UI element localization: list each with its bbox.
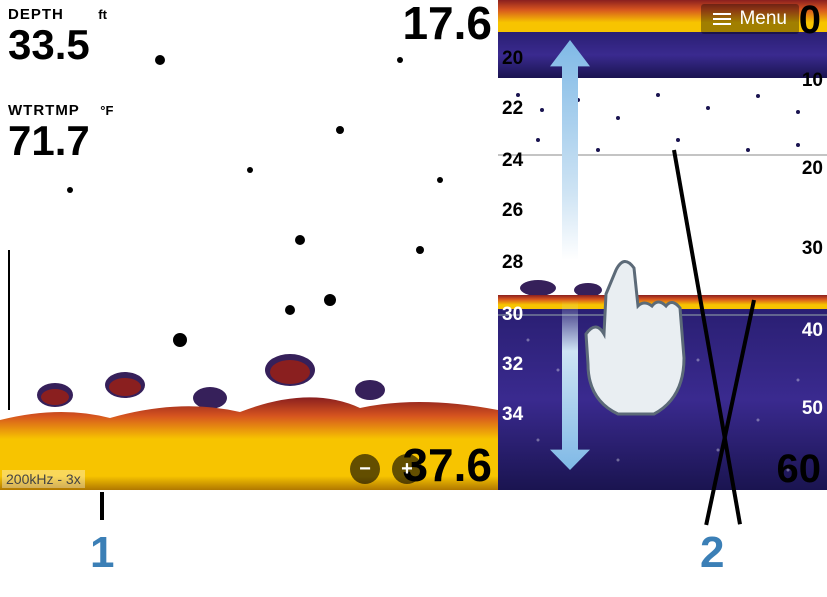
sonar-full-view[interactable]: DEPTH ft 33.5 WTRTMP °F 71.7 17.6 37.6 2…	[0, 0, 498, 490]
depth-value: 33.5	[8, 24, 107, 66]
depth-unit: ft	[98, 7, 107, 22]
depth-readout: DEPTH ft 33.5	[8, 6, 107, 66]
menu-icon	[713, 10, 731, 28]
full-scale-20: 20	[802, 158, 823, 180]
range-top-left: 17.6	[402, 0, 492, 50]
range-top-right: 0	[799, 0, 821, 43]
sonar-zoom-view[interactable]: Menu 0 60 20 22 24 26 28 30 32 34 10 20 …	[498, 0, 827, 490]
zoom-controls: − +	[350, 454, 422, 484]
callout-1-line	[100, 492, 104, 520]
frequency-info: 200kHz - 3x	[2, 470, 85, 488]
wtrtmp-unit: °F	[100, 103, 113, 118]
full-scale-30: 30	[802, 238, 823, 260]
range-bottom-right: 60	[777, 447, 822, 490]
callout-1: 1	[90, 528, 114, 578]
zoom-scale-20: 20	[502, 48, 523, 70]
zoom-scale-24: 24	[502, 150, 523, 172]
wtrtmp-value: 71.7	[8, 120, 113, 162]
zoom-out-button[interactable]: −	[350, 454, 380, 484]
watertemp-readout: WTRTMP °F 71.7	[8, 102, 113, 162]
callout-2: 2	[700, 528, 724, 578]
zoom-scale-30: 30	[502, 304, 523, 326]
zoom-scale-34: 34	[502, 404, 523, 426]
zoom-scale-26: 26	[502, 200, 523, 222]
menu-button[interactable]: Menu	[701, 4, 799, 34]
sonar-image-left	[0, 0, 498, 490]
full-scale-50: 50	[802, 398, 823, 420]
menu-label: Menu	[739, 8, 787, 30]
hand-gesture-icon	[576, 252, 706, 422]
full-scale-40: 40	[802, 320, 823, 342]
zoom-in-button[interactable]: +	[392, 454, 422, 484]
zoom-scale-22: 22	[502, 98, 523, 120]
full-scale-10: 10	[802, 70, 823, 92]
zoom-scale-32: 32	[502, 354, 523, 376]
zoom-scale-28: 28	[502, 252, 523, 274]
